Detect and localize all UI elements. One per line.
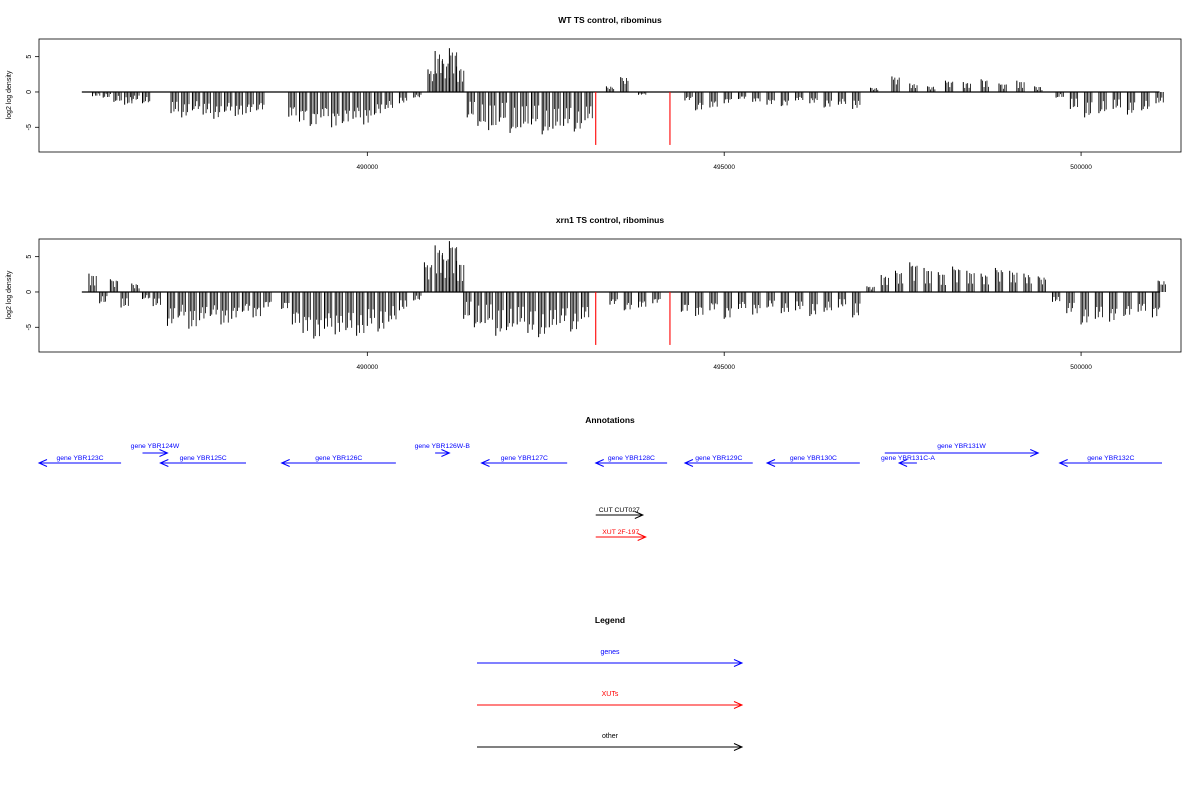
y-tick-label: 0	[26, 90, 33, 94]
legend-title: Legend	[595, 615, 625, 625]
feature-arrow	[280, 459, 396, 467]
feature-label: XUT 2F-197	[602, 529, 639, 536]
feature-arrow	[142, 449, 169, 457]
density-bars	[81, 241, 1166, 339]
x-tick-label: 490000	[356, 364, 378, 371]
y-tick-label: 0	[26, 290, 33, 294]
feature-label: gene YBR132C	[1087, 455, 1134, 462]
feature-arrow	[765, 459, 860, 467]
legend-items: genes XUTs other	[477, 649, 744, 751]
y-axis-label: log2 log density	[6, 70, 13, 119]
feature-label: gene YBR123C	[56, 455, 103, 462]
feature-arrow	[594, 459, 668, 467]
feature-label: gene YBR130C	[790, 455, 837, 462]
feature-arrow	[1058, 459, 1162, 467]
legend-label: genes	[600, 649, 620, 656]
y-axis-label: log2 log density	[6, 270, 13, 319]
panel-title: xrn1 TS control, ribominus	[556, 215, 664, 225]
plot-frame	[38, 38, 1182, 153]
y-tick-label: -5	[26, 324, 33, 330]
highlight-lines	[595, 291, 671, 345]
annotations-title: Annotations	[585, 415, 635, 425]
x-tick-label: 500000	[1070, 364, 1092, 371]
feature-label: gene YBR125C	[180, 455, 227, 462]
x-tick-label: 500000	[1070, 164, 1092, 171]
feature-arrow	[884, 449, 1040, 457]
y-tick-label: 5	[26, 55, 33, 59]
feature-arrow	[595, 511, 645, 519]
legend: Legend genes XUTs other	[477, 615, 744, 751]
feature-arrow	[683, 459, 753, 467]
y-tick-label: -5	[26, 124, 33, 130]
panel-title: WT TS control, ribominus	[558, 15, 662, 25]
feature-label: gene YBR126W-B	[415, 443, 471, 450]
legend-arrow	[477, 659, 744, 667]
axes: -5 0 5 490000 495000 500000	[26, 255, 1092, 371]
feature-label: gene YBR128C	[608, 455, 655, 462]
axes: -5 0 5 490000 495000 500000	[26, 55, 1092, 171]
feature-arrow	[37, 459, 122, 467]
xrn1-density-panel: xrn1 TS control, ribominus log2 log dens…	[6, 215, 1182, 371]
feature-arrow	[435, 449, 451, 457]
feature-arrow	[595, 533, 647, 541]
x-tick-label: 490000	[356, 164, 378, 171]
feature-arrow	[480, 459, 568, 467]
feature-arrow	[897, 459, 917, 467]
feature-label: gene YBR124W	[131, 443, 180, 450]
feature-label: gene YBR127C	[501, 455, 548, 462]
legend-arrow	[477, 701, 744, 709]
wt-density-panel: WT TS control, ribominus log2 log densit…	[6, 15, 1182, 171]
x-tick-label: 495000	[713, 164, 735, 171]
feature-label: gene YBR131C-A	[881, 455, 935, 462]
feature-label: gene YBR126C	[315, 455, 362, 462]
feature-label: gene YBR131W	[937, 443, 986, 450]
feature-label: CUT CUT027	[599, 507, 640, 514]
legend-label: XUTs	[602, 691, 619, 698]
legend-arrow	[477, 743, 744, 751]
plot-frame	[38, 238, 1182, 353]
highlight-lines	[595, 91, 671, 145]
legend-label: other	[602, 733, 619, 740]
feature-label: gene YBR129C	[695, 455, 742, 462]
x-tick-label: 495000	[713, 364, 735, 371]
density-bars	[81, 48, 1164, 135]
y-tick-label: 5	[26, 255, 33, 259]
feature-arrow	[159, 459, 246, 467]
